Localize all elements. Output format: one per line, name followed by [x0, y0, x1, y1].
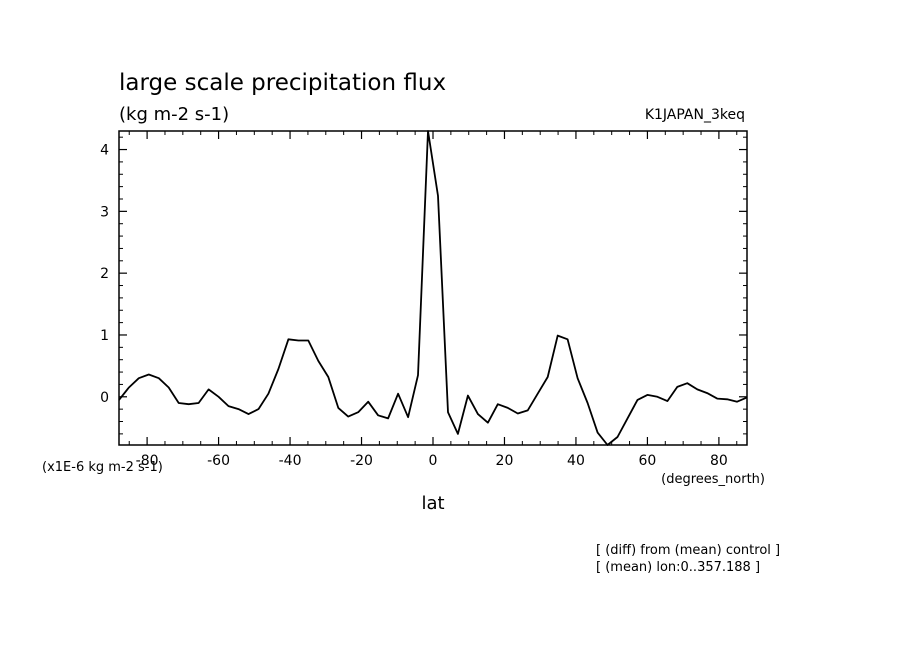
plot-frame [118, 130, 748, 446]
experiment-label: K1JAPAN_3keq [645, 107, 745, 123]
y-tick-label: 4 [100, 143, 109, 159]
axis-ticks [119, 131, 747, 445]
y-tick-label: 1 [100, 328, 109, 344]
mean-note: [ (mean) lon:0..357.188 ] [596, 560, 760, 575]
x-axis-label: lat [421, 493, 444, 514]
x-tick-label: 40 [567, 453, 585, 469]
x-tick-label: 0 [429, 453, 438, 469]
x-tick-label: -80 [136, 453, 159, 469]
x-units-label: (degrees_north) [661, 472, 765, 487]
axis-tick-labels: -80 -60 -40 -20 0 20 40 60 80 0 1 2 3 4 [100, 143, 728, 469]
y-tick-label: 2 [100, 266, 109, 282]
y-tick-label: 3 [100, 204, 109, 220]
x-tick-label: -20 [350, 453, 373, 469]
y-tick-label: 0 [100, 390, 109, 406]
series-line-0 [118, 130, 748, 446]
chart-title: large scale precipitation flux [119, 70, 446, 96]
x-tick-label: -40 [279, 453, 302, 469]
x-tick-label: 80 [710, 453, 728, 469]
diff-note: [ (diff) from (mean) control ] [596, 543, 780, 558]
y-scale-label: (x1E-6 kg m-2 s-1) [42, 460, 163, 475]
x-tick-label: 60 [639, 453, 657, 469]
chart-units-label: (kg m-2 s-1) [119, 104, 229, 125]
x-tick-label: 20 [496, 453, 514, 469]
x-tick-label: -60 [207, 453, 230, 469]
plot-area [118, 130, 748, 446]
